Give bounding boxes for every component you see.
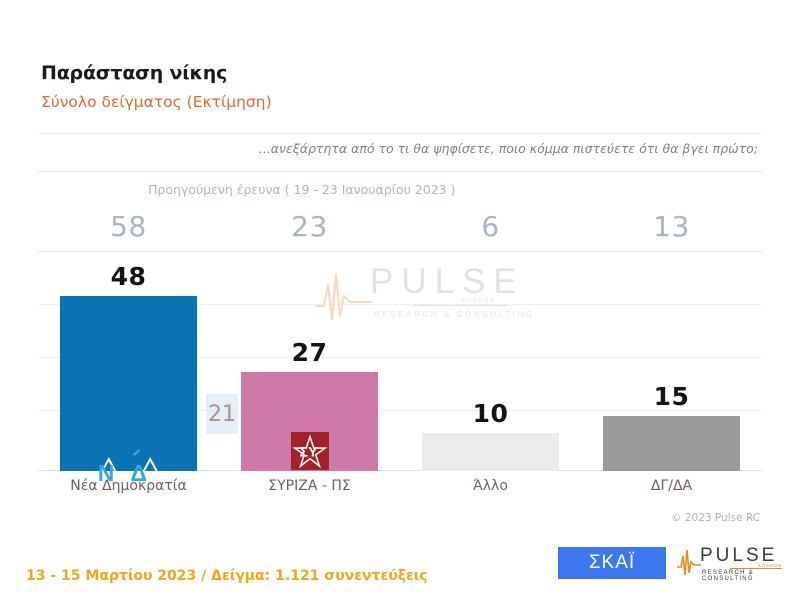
bars-container: 48 Ν Δ 27 ΣΥ: [38, 252, 762, 486]
pulse-logo-underline: [730, 568, 782, 569]
previous-values-row: 58 23 6 13: [38, 205, 762, 249]
svg-text:ΣΥ: ΣΥ: [299, 445, 318, 461]
axis-baseline: [38, 470, 762, 471]
skai-logo-text: ΣΚΑΪ: [588, 552, 636, 573]
page-subtitle: Σύνολο δείγματος (Εκτίμηση): [41, 93, 272, 111]
category-labels: Νέα Δημοκρατία ΣΥΡΙΖΑ - ΠΣ Άλλο ΔΓ/ΔΑ: [38, 478, 762, 494]
survey-question: ...ανεξάρτητα από το τι θα ψηφίσετε, ποι…: [258, 141, 758, 156]
pulse-logo-sub: RESEARCH & CONSULTING: [702, 570, 755, 582]
divider-middle: [38, 171, 762, 172]
syriza-logo-icon: ΣΥ: [290, 432, 329, 470]
previous-survey-label: Προηγούμενη έρευνα ( 19 - 23 Ιανουαρίου …: [148, 182, 456, 197]
difference-badge: 21: [206, 394, 238, 434]
gridline: [38, 304, 762, 305]
bar-slot-allo[interactable]: 10: [400, 252, 581, 471]
bar-nea-dimokratia[interactable]: [59, 296, 198, 471]
bar-allo[interactable]: [421, 433, 560, 471]
bar-value: 27: [291, 338, 328, 367]
page-title: Παράσταση νίκης: [41, 62, 228, 84]
svg-text:Ν: Ν: [97, 460, 113, 486]
pulse-logo: PULSE KOSMON RESEARCH & CONSULTING: [676, 545, 788, 583]
bar-slot-syriza[interactable]: 27 ΣΥ: [219, 252, 400, 471]
previous-value: 13: [653, 210, 690, 243]
category-label-allo: Άλλο: [473, 478, 508, 494]
previous-value: 58: [110, 210, 147, 243]
gridline: [38, 357, 762, 358]
svg-text:Δ: Δ: [130, 460, 146, 486]
fieldwork-note: 13 - 15 Μαρτίου 2023 / Δείγμα: 1.121 συν…: [26, 568, 428, 584]
divider-chart-top: [38, 251, 762, 252]
bar-chart: PULSE KOSMON RESEARCH & CONSULTING 48 Ν …: [38, 252, 762, 486]
category-label-dg-da: ΔΓ/ΔΑ: [650, 478, 693, 494]
divider-top: [38, 133, 762, 134]
bar-slot-nea-dimokratia[interactable]: 48 Ν Δ: [38, 252, 219, 486]
pulse-logo-text: PULSE: [700, 545, 778, 566]
pulse-logo-kosmon: KOSMON: [758, 563, 782, 568]
bar-value: 10: [472, 399, 509, 428]
bar-value: 15: [653, 382, 690, 411]
gridline: [38, 410, 762, 411]
bar-value: 48: [110, 262, 147, 291]
category-label-syriza: ΣΥΡΙΖΑ - ΠΣ: [268, 478, 351, 494]
category-label-nea-dimokratia: Νέα Δημοκρατία: [70, 478, 187, 494]
nd-logo-icon: Ν Δ: [93, 449, 165, 486]
waveform-icon: [677, 549, 701, 576]
copyright-text: © 2023 Pulse RC: [671, 512, 760, 524]
bar-slot-dg-da[interactable]: 15: [581, 252, 762, 471]
previous-value: 6: [481, 210, 500, 243]
bar-dg-da[interactable]: [602, 416, 741, 471]
previous-value: 23: [291, 210, 328, 243]
skai-logo: ΣΚΑΪ: [558, 547, 666, 579]
